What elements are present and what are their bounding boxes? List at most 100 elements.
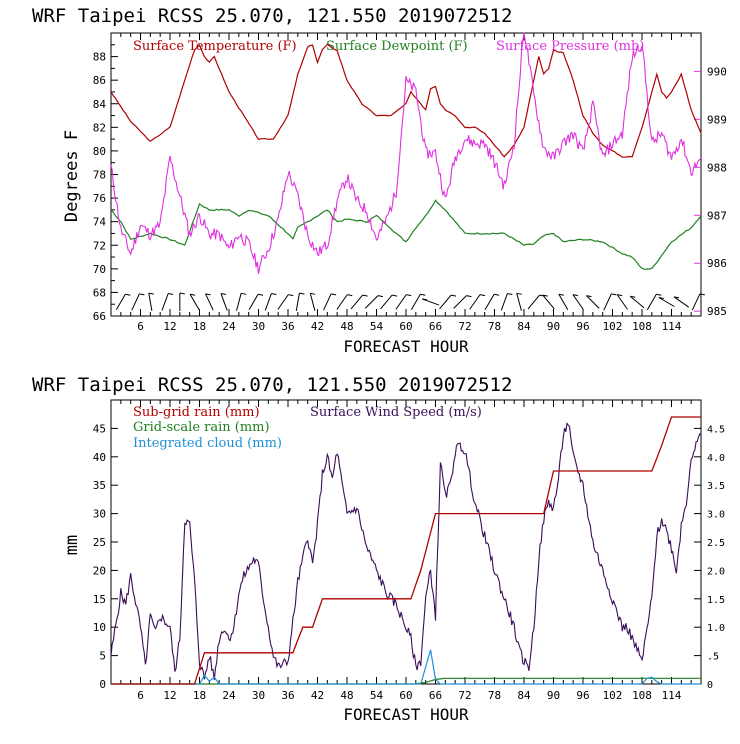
top-ticks: 6 12 18 24 30 36 42 48 54 60 66 72 78 84 90 96 102 108 114… xyxy=(93,33,727,333)
top-x-tick-label: 102 xyxy=(603,320,623,333)
bottom-y2-tick-label: 2.5 xyxy=(707,538,725,549)
wind-barb xyxy=(115,293,126,311)
wind-barb xyxy=(616,294,628,310)
bottom-x-tick-label: 102 xyxy=(603,689,623,702)
top-y2-tick-label: 987 xyxy=(707,209,727,222)
bottom-y-tick-label: 35 xyxy=(93,479,106,492)
subgrid-rain-series-line xyxy=(111,416,701,685)
wind-barb-flag xyxy=(241,292,247,295)
bottom-legend-gridscale-rain: Grid-scale rain (mm) xyxy=(133,420,270,435)
top-x-tick-label: 66 xyxy=(429,320,442,333)
wind-barb xyxy=(220,293,228,311)
bottom-x-tick-label: 84 xyxy=(517,689,531,702)
top-y-tick-label: 84 xyxy=(93,98,107,111)
wind-barb xyxy=(439,294,452,310)
bottom-y-tick-label: 5 xyxy=(99,650,106,663)
top-y-tick-label: 88 xyxy=(93,51,106,64)
bottom-y-tick-label: 0 xyxy=(99,678,106,691)
wind-barb xyxy=(558,293,569,311)
wind-barb xyxy=(248,293,259,311)
top-series xyxy=(110,32,705,311)
wind-barb-flag xyxy=(271,293,277,296)
bottom-y2-tick-label: 0 xyxy=(707,680,713,691)
wind-barb-flag xyxy=(673,296,680,299)
bottom-y-tick-label: 30 xyxy=(93,508,106,521)
bottom-x-tick-label: 12 xyxy=(163,689,176,702)
top-chart-title: WRF Taipei RCSS 25.070, 121.550 20190725… xyxy=(32,5,512,27)
top-y-tick-label: 78 xyxy=(93,169,106,182)
wind-barb xyxy=(516,293,522,311)
wind-barb xyxy=(264,293,272,311)
bottom-y2-tick-label: 1.0 xyxy=(707,623,725,634)
bottom-y-tick-label: 20 xyxy=(93,564,106,577)
wind-barb-flag xyxy=(558,293,564,296)
wind-barb-flag xyxy=(362,294,368,297)
bottom-x-tick-label: 114 xyxy=(662,689,682,702)
top-y-tick-label: 82 xyxy=(93,121,106,134)
wind-barb-flag xyxy=(377,295,384,298)
wind-barb-flag xyxy=(406,294,412,297)
wind-barb-flag xyxy=(422,298,428,301)
top-x-tick-label: 30 xyxy=(252,320,265,333)
wind-barb-flag xyxy=(630,295,636,298)
top-x-tick-label: 90 xyxy=(547,320,560,333)
wind-barb-flag xyxy=(392,294,398,297)
top-x-tick-label: 108 xyxy=(632,320,652,333)
bottom-y2-tick-label: 2.0 xyxy=(707,566,725,577)
bottom-legend-wind-speed: Surface Wind Speed (m/s) xyxy=(310,405,482,420)
bottom-x-tick-label: 90 xyxy=(547,689,560,702)
top-y-tick-label: 80 xyxy=(93,145,106,158)
top-x-tick-label: 96 xyxy=(576,320,589,333)
top-legend-dewpoint: Surface Dewpoint (F) xyxy=(326,39,468,54)
bottom-x-tick-label: 72 xyxy=(458,689,471,702)
bottom-y2-tick-label: 1.5 xyxy=(707,595,725,606)
wind-barb xyxy=(236,293,242,311)
bottom-y-tick-label: 25 xyxy=(93,536,106,549)
top-x-tick-label: 24 xyxy=(222,320,236,333)
wind-barb-flag xyxy=(656,293,662,296)
top-y-tick-label: 72 xyxy=(93,239,106,252)
bottom-y-tick-label: 40 xyxy=(93,451,106,464)
top-x-tick-label: 36 xyxy=(281,320,294,333)
bottom-y-tick-label: 10 xyxy=(93,621,106,634)
top-x-tick-label: 12 xyxy=(163,320,176,333)
bottom-x-tick-label: 18 xyxy=(193,689,206,702)
top-x-tick-label: 60 xyxy=(399,320,412,333)
wind-barb-flag xyxy=(288,294,294,297)
wind-barb xyxy=(629,295,645,309)
bottom-x-tick-label: 108 xyxy=(632,689,652,702)
wind-barb xyxy=(161,293,169,311)
wind-barb-flag xyxy=(148,292,154,295)
wind-barb-flag xyxy=(168,293,174,296)
top-legend-temperature: Surface Temperature (F) xyxy=(133,39,297,54)
wind-barb xyxy=(410,293,421,311)
wind-barb xyxy=(148,293,153,311)
wind-barb-flag xyxy=(420,293,426,296)
top-x-tick-label: 42 xyxy=(311,320,324,333)
wind-barb xyxy=(350,294,364,310)
top-x-tick-label: 78 xyxy=(488,320,501,333)
wind-barb xyxy=(395,294,407,310)
top-x-tick-label: 6 xyxy=(137,320,144,333)
bottom-series xyxy=(110,416,702,685)
top-y2-tick-label: 989 xyxy=(707,113,727,126)
top-y-tick-label: 76 xyxy=(93,192,106,205)
bottom-y2-tick-label: 3.0 xyxy=(707,510,725,521)
wind-barb xyxy=(453,295,467,309)
wind-barb-flag xyxy=(189,293,196,296)
bottom-x-tick-label: 96 xyxy=(576,689,589,702)
wind-barb xyxy=(658,297,675,307)
top-plot-frame xyxy=(110,32,702,317)
top-legend-pressure: Surface Pressure (mb) xyxy=(496,39,644,54)
bottom-x-tick-label: 6 xyxy=(137,689,144,702)
dewpoint-series-line xyxy=(110,199,702,270)
wind-barb-flag xyxy=(611,293,617,296)
top-y2-tick-label: 990 xyxy=(707,65,727,78)
top-y-tick-label: 70 xyxy=(93,263,106,276)
bottom-chart-title: WRF Taipei RCSS 25.070, 121.550 20190725… xyxy=(32,374,512,396)
wind-barb-flag xyxy=(125,293,131,296)
wind-barb xyxy=(309,293,316,311)
bottom-y2-tick-label: 4.5 xyxy=(707,424,725,435)
wind-barb xyxy=(295,293,300,311)
wind-barb xyxy=(380,294,393,310)
